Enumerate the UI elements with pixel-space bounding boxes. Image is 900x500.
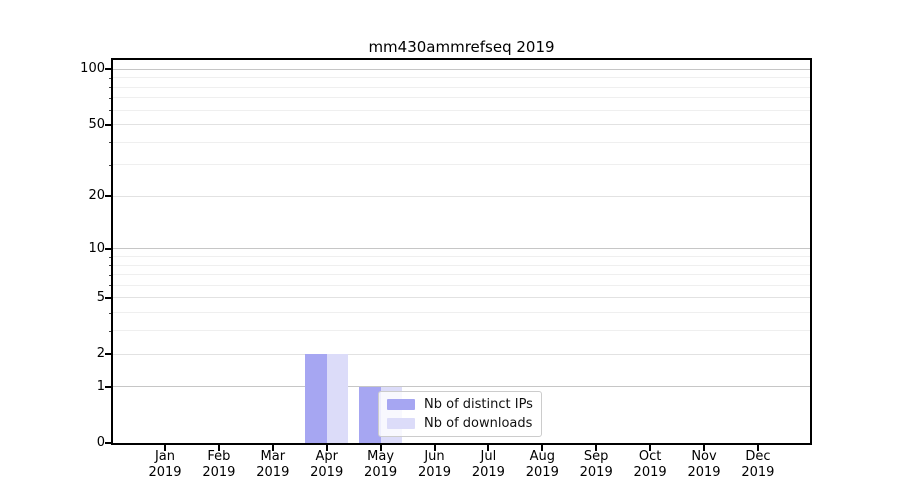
y-minor-tick-mark [109, 110, 113, 112]
y-tick-label: 1 [96, 378, 105, 394]
legend: Nb of distinct IPs Nb of downloads [378, 391, 542, 437]
y-gridline [113, 353, 810, 355]
y-minor-tick-mark [109, 142, 113, 144]
y-tick-mark [105, 68, 113, 71]
y-gridline [113, 248, 810, 250]
x-tick-mark [595, 445, 598, 451]
y-gridline-minor [113, 256, 810, 257]
legend-swatch-downloads [387, 418, 415, 429]
y-tick-mark [105, 385, 113, 388]
y-tick-mark [105, 353, 113, 356]
y-gridline-minor [113, 77, 810, 79]
y-minor-tick-mark [109, 77, 113, 79]
y-minor-tick-mark [109, 256, 113, 258]
y-tick-label: 0 [96, 435, 105, 450]
x-tick-label: Apr 2019 [310, 449, 344, 480]
x-tick-label: Jan 2019 [148, 449, 182, 480]
y-gridline-minor [113, 312, 810, 314]
y-gridline [113, 68, 810, 70]
x-tick-mark [379, 445, 382, 451]
x-tick-label: Oct 2019 [633, 449, 667, 480]
x-tick-mark [217, 445, 220, 451]
legend-label-distinct-ips: Nb of distinct IPs [424, 397, 533, 412]
x-tick-mark [433, 445, 436, 451]
y-gridline [113, 386, 810, 388]
y-minor-tick-mark [109, 87, 113, 89]
x-tick-label: Sep 2019 [579, 449, 613, 480]
y-tick-label: 5 [96, 289, 105, 305]
y-gridline-minor [113, 264, 810, 266]
chart-title: mm430ammrefseq 2019 [368, 38, 555, 56]
x-tick-label: Aug 2019 [525, 449, 559, 480]
x-tick-mark [756, 445, 759, 451]
y-tick-mark [105, 296, 113, 299]
y-gridline-minor [113, 330, 810, 332]
y-gridline-minor [113, 274, 810, 276]
y-minor-tick-mark [109, 312, 113, 314]
x-tick-label: Feb 2019 [202, 449, 236, 480]
y-minor-tick-mark [109, 285, 113, 287]
x-tick-label: Jun 2019 [417, 449, 452, 480]
x-tick-label: May 2019 [364, 449, 398, 480]
x-tick-label: Jul 2019 [471, 449, 505, 480]
y-minor-tick-mark [109, 164, 113, 166]
x-tick-mark [271, 445, 274, 451]
x-tick-label: Nov 2019 [687, 449, 721, 480]
x-tick-label: Mar 2019 [256, 449, 290, 480]
y-minor-tick-mark [109, 97, 113, 99]
y-gridline [113, 124, 810, 126]
y-tick-label: 50 [88, 116, 105, 132]
y-tick-label: 100 [80, 61, 105, 77]
y-gridline [113, 195, 810, 197]
x-tick-mark [541, 445, 544, 451]
y-gridline-minor [113, 86, 810, 88]
x-tick-mark [325, 445, 328, 451]
x-tick-label: Dec 2019 [741, 449, 775, 480]
bar-distinct-ips-apr [305, 354, 327, 443]
y-tick-label: 20 [88, 188, 105, 204]
legend-swatch-distinct-ips [387, 399, 415, 410]
x-tick-mark [487, 445, 490, 451]
bar-downloads-apr [326, 354, 349, 443]
y-minor-tick-mark [109, 274, 113, 276]
x-tick-mark [164, 445, 166, 451]
y-tick-label: 10 [88, 240, 105, 256]
y-tick-label: 2 [96, 346, 105, 362]
y-gridline-minor [113, 141, 810, 143]
y-minor-tick-mark [109, 330, 113, 332]
y-gridline-minor [113, 164, 810, 166]
legend-item-distinct-ips: Nb of distinct IPs [387, 397, 533, 412]
y-gridline-minor [113, 97, 810, 99]
y-tick-mark [105, 442, 113, 444]
y-tick-mark [105, 123, 113, 126]
y-minor-tick-mark [109, 265, 113, 267]
y-tick-mark [105, 195, 113, 198]
legend-label-downloads: Nb of downloads [424, 416, 533, 431]
bar-distinct-ips-may [359, 386, 381, 443]
legend-item-downloads: Nb of downloads [387, 416, 533, 431]
y-gridline-minor [113, 284, 810, 286]
y-gridline-minor [113, 109, 810, 111]
y-gridline [113, 297, 810, 299]
y-tick-mark [105, 247, 113, 250]
x-tick-mark [649, 445, 652, 451]
x-tick-mark [703, 445, 705, 451]
